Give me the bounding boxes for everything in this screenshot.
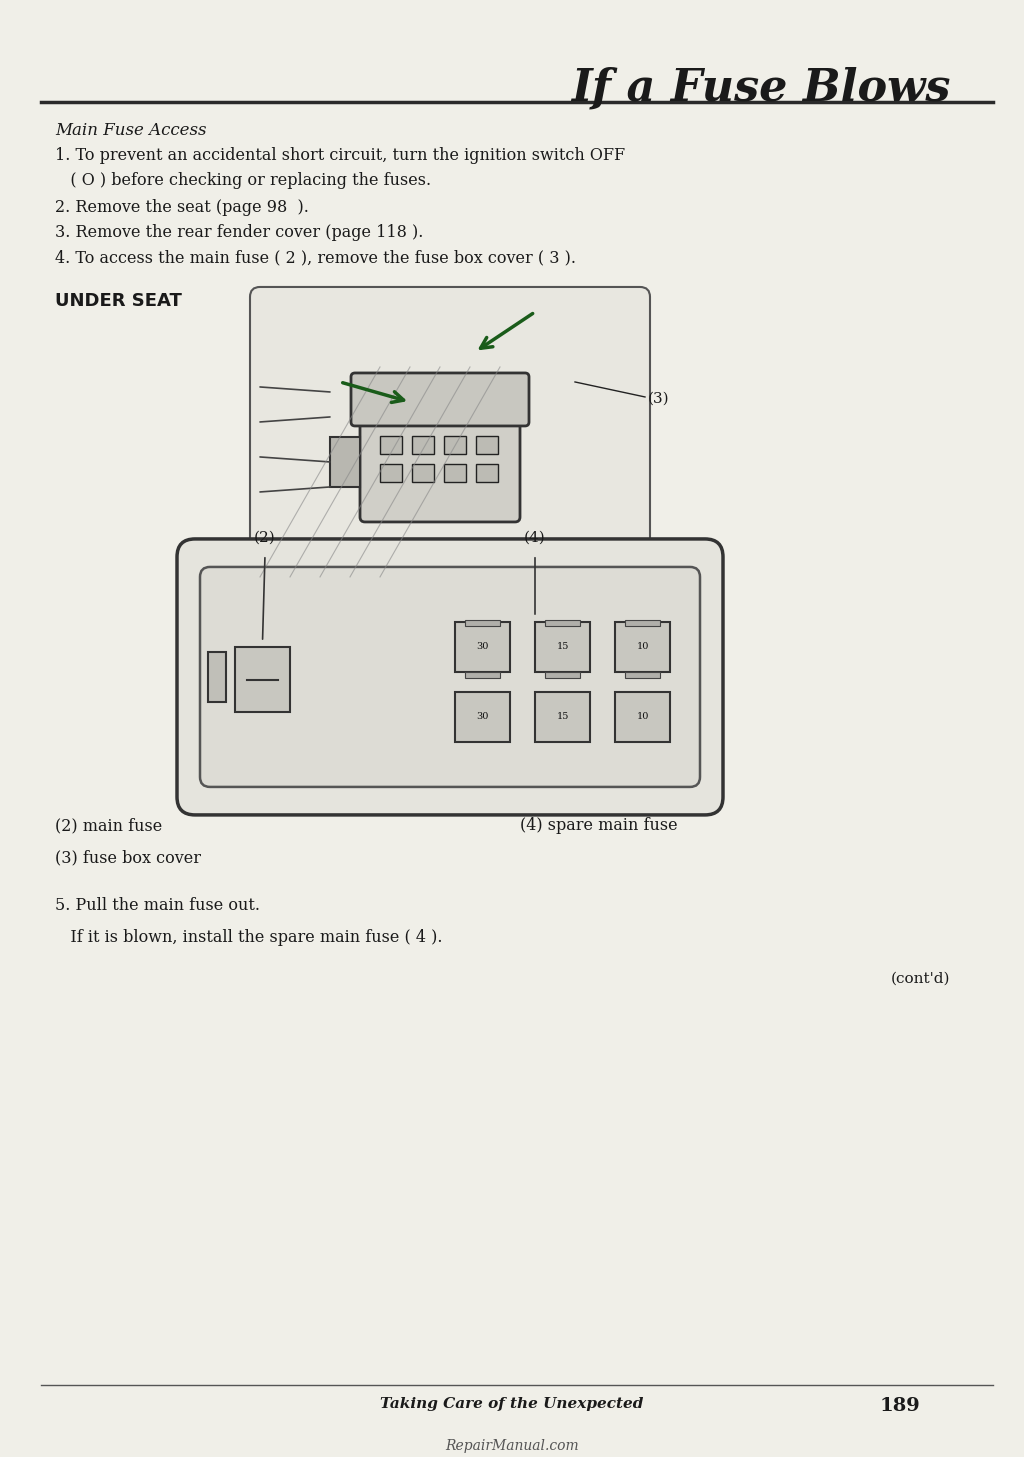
Text: 10: 10: [636, 643, 648, 651]
Bar: [455, 692, 510, 742]
Text: (2) main fuse: (2) main fuse: [55, 817, 162, 833]
Bar: [455, 622, 510, 672]
FancyBboxPatch shape: [351, 373, 529, 425]
Bar: [535, 622, 590, 672]
Text: 30: 30: [476, 712, 488, 721]
Bar: [545, 672, 580, 678]
Bar: [380, 463, 402, 482]
Bar: [208, 651, 226, 702]
Bar: [330, 437, 360, 487]
Text: (cont'd): (cont'd): [891, 972, 950, 986]
Text: (2): (2): [254, 530, 275, 545]
FancyBboxPatch shape: [250, 287, 650, 587]
Bar: [476, 463, 498, 482]
Text: 10: 10: [636, 712, 648, 721]
Bar: [625, 619, 660, 627]
Bar: [465, 619, 500, 627]
Text: 4. To access the main fuse ( 2 ), remove the fuse box cover ( 3 ).: 4. To access the main fuse ( 2 ), remove…: [55, 249, 575, 267]
Bar: [234, 647, 290, 712]
Text: 189: 189: [880, 1397, 921, 1415]
Text: UNDER SEAT: UNDER SEAT: [55, 291, 182, 310]
Text: Main Fuse Access: Main Fuse Access: [55, 122, 207, 138]
Bar: [444, 436, 466, 455]
FancyBboxPatch shape: [200, 567, 700, 787]
Bar: [545, 619, 580, 627]
Bar: [615, 622, 670, 672]
Bar: [380, 436, 402, 455]
Text: 15: 15: [556, 643, 568, 651]
Text: (3) fuse box cover: (3) fuse box cover: [55, 849, 201, 865]
Text: If it is blown, install the spare main fuse ( 4 ).: If it is blown, install the spare main f…: [55, 930, 442, 946]
Text: (4) spare main fuse: (4) spare main fuse: [520, 817, 678, 833]
FancyBboxPatch shape: [177, 539, 723, 814]
Text: RepairManual.com: RepairManual.com: [445, 1440, 579, 1453]
Bar: [412, 436, 434, 455]
Text: Taking Care of the Unexpected: Taking Care of the Unexpected: [380, 1397, 644, 1410]
Bar: [476, 436, 498, 455]
Text: 2. Remove the seat (page 98  ).: 2. Remove the seat (page 98 ).: [55, 200, 309, 216]
Bar: [625, 672, 660, 678]
Text: 30: 30: [476, 643, 488, 651]
Bar: [615, 692, 670, 742]
Bar: [535, 692, 590, 742]
Text: If a Fuse Blows: If a Fuse Blows: [570, 67, 950, 109]
Text: ( O ) before checking or replacing the fuses.: ( O ) before checking or replacing the f…: [55, 172, 431, 189]
Text: 15: 15: [556, 712, 568, 721]
Text: 1. To prevent an accidental short circuit, turn the ignition switch OFF: 1. To prevent an accidental short circui…: [55, 147, 625, 165]
Bar: [465, 672, 500, 678]
Text: 3. Remove the rear fender cover (page 118 ).: 3. Remove the rear fender cover (page 11…: [55, 224, 423, 240]
Text: 5. Pull the main fuse out.: 5. Pull the main fuse out.: [55, 898, 260, 914]
Bar: [412, 463, 434, 482]
FancyBboxPatch shape: [360, 412, 520, 522]
Bar: [444, 463, 466, 482]
Text: (4): (4): [524, 530, 546, 545]
Text: (3): (3): [648, 392, 670, 407]
